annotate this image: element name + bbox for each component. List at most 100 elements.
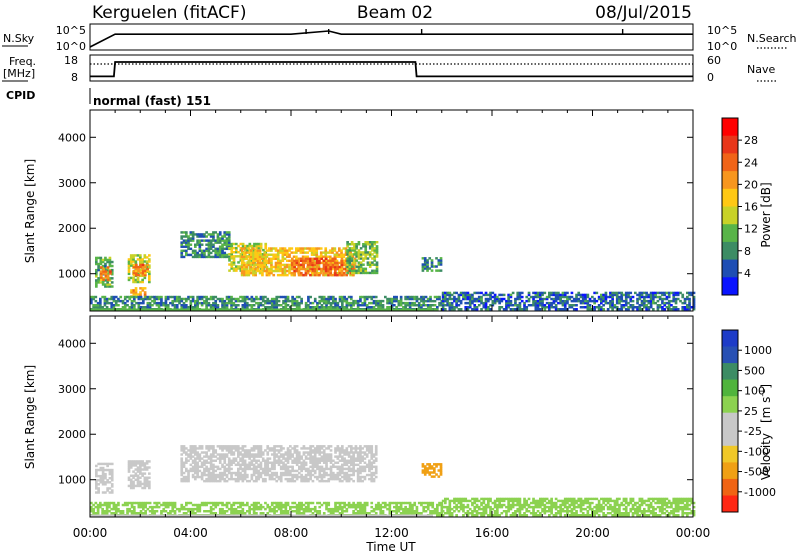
range-cell bbox=[112, 507, 116, 511]
range-cell bbox=[139, 470, 142, 473]
range-cell bbox=[207, 501, 211, 505]
range-cell bbox=[175, 304, 179, 307]
range-cell bbox=[350, 457, 353, 460]
range-cell bbox=[205, 247, 208, 251]
range-cell bbox=[249, 263, 253, 267]
range-cell bbox=[320, 475, 324, 479]
range-cell bbox=[448, 291, 452, 295]
range-cell bbox=[240, 265, 244, 269]
range-cell bbox=[99, 462, 103, 466]
range-cell bbox=[218, 507, 222, 511]
range-cell bbox=[446, 497, 449, 501]
range-cell bbox=[384, 295, 387, 299]
range-cell bbox=[347, 475, 351, 479]
range-cell bbox=[466, 503, 470, 507]
range-cell bbox=[270, 507, 274, 511]
range-cell bbox=[148, 480, 151, 484]
range-cell bbox=[316, 301, 319, 305]
range-cell bbox=[468, 297, 472, 301]
range-cell bbox=[325, 306, 328, 309]
range-cell bbox=[665, 301, 669, 305]
range-cell bbox=[300, 467, 303, 471]
range-cell bbox=[431, 510, 435, 513]
range-cell bbox=[196, 471, 199, 475]
range-cell bbox=[270, 475, 274, 479]
range-cell bbox=[453, 499, 456, 503]
range-cell bbox=[325, 455, 328, 458]
range-cell bbox=[142, 503, 145, 507]
range-cell bbox=[96, 304, 100, 307]
range-cell bbox=[209, 239, 213, 242]
range-cell bbox=[459, 507, 463, 511]
range-cell bbox=[520, 295, 524, 299]
range-cell bbox=[468, 512, 472, 515]
range-cell bbox=[491, 304, 495, 307]
range-cell bbox=[368, 473, 371, 477]
range-cell bbox=[237, 471, 240, 475]
range-cell bbox=[343, 457, 346, 460]
range-cell bbox=[214, 231, 218, 234]
range-cell bbox=[97, 474, 100, 478]
range-cell bbox=[223, 299, 227, 303]
range-cell bbox=[615, 291, 619, 295]
range-cell bbox=[252, 445, 256, 448]
range-cell bbox=[318, 467, 322, 471]
range-cell bbox=[534, 291, 538, 295]
range-cell bbox=[218, 512, 222, 515]
range-cell bbox=[114, 299, 118, 303]
range-cell bbox=[688, 291, 691, 295]
range-cell bbox=[207, 245, 211, 248]
range-cell bbox=[264, 306, 267, 309]
range-cell bbox=[554, 306, 558, 309]
range-cell bbox=[426, 471, 429, 474]
range-cell bbox=[214, 503, 218, 507]
range-cell bbox=[334, 299, 337, 303]
range-cell bbox=[141, 269, 145, 273]
range-cell bbox=[228, 259, 231, 262]
range-cell bbox=[273, 471, 276, 475]
range-cell bbox=[322, 475, 326, 479]
range-cell bbox=[408, 503, 412, 507]
range-cell bbox=[309, 473, 312, 477]
range-cell bbox=[257, 465, 260, 469]
range-cell bbox=[611, 308, 614, 311]
range-cell bbox=[428, 267, 432, 270]
range-cell bbox=[143, 466, 147, 469]
range-cell bbox=[101, 466, 105, 470]
range-cell bbox=[548, 304, 551, 307]
range-cell bbox=[279, 510, 283, 513]
range-cell bbox=[132, 482, 135, 486]
nave-label: Nave bbox=[747, 63, 775, 76]
range-cell bbox=[182, 445, 186, 448]
range-cell bbox=[536, 293, 540, 297]
range-cell bbox=[493, 501, 497, 505]
range-cell bbox=[123, 295, 127, 299]
range-cell bbox=[345, 459, 349, 462]
range-cell bbox=[372, 459, 376, 462]
range-cell bbox=[372, 465, 376, 469]
range-cell bbox=[284, 469, 288, 473]
range-cell bbox=[363, 301, 367, 305]
range-cell bbox=[141, 468, 144, 471]
range-cell bbox=[308, 265, 312, 269]
range-cell bbox=[135, 271, 138, 275]
range-cell bbox=[343, 501, 346, 505]
range-cell bbox=[289, 455, 292, 458]
range-cell bbox=[331, 273, 335, 277]
range-cell bbox=[433, 299, 437, 303]
range-cell bbox=[273, 459, 276, 462]
range-cell bbox=[160, 299, 163, 303]
range-cell bbox=[329, 265, 333, 269]
range-cell bbox=[106, 283, 109, 286]
range-cell bbox=[423, 261, 427, 264]
range-cell bbox=[110, 472, 114, 476]
range-cell bbox=[110, 304, 114, 307]
range-cell bbox=[362, 271, 365, 275]
range-cell bbox=[320, 503, 324, 507]
range-cell bbox=[180, 503, 184, 507]
range-cell bbox=[136, 470, 140, 473]
range-cell bbox=[205, 235, 208, 238]
range-cell bbox=[298, 301, 301, 305]
range-cell bbox=[221, 465, 224, 469]
range-cell bbox=[194, 477, 197, 481]
